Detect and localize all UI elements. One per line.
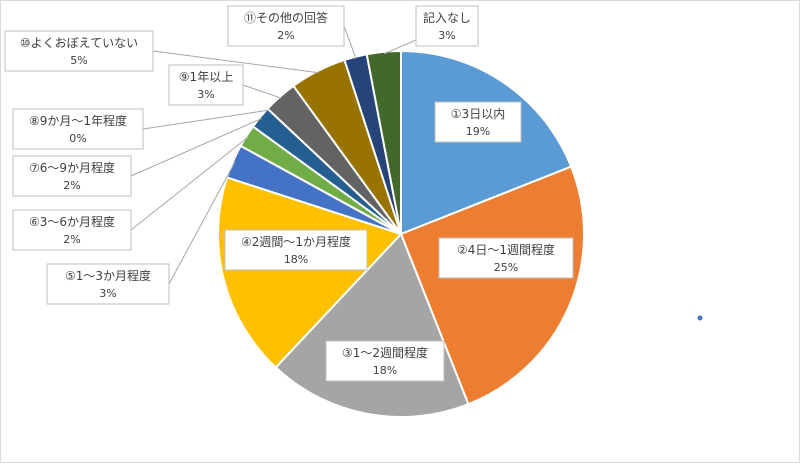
data-label-box	[227, 5, 345, 47]
data-label-category: ⑪その他の回答	[244, 10, 328, 25]
data-label-box	[12, 108, 144, 150]
data-label-percent: 0%	[69, 132, 86, 145]
data-label: ⑥3～6か月程度 2%	[12, 209, 132, 251]
leader-line	[142, 109, 270, 130]
data-label-box	[434, 101, 522, 143]
data-label-category: ③1～2週間程度	[342, 345, 428, 360]
data-label-percent: 5%	[70, 54, 87, 67]
data-label-category: ⑤1～3か月程度	[65, 268, 151, 283]
data-label-box	[168, 64, 244, 106]
leader-line	[130, 136, 249, 231]
data-label-box	[46, 263, 170, 305]
data-label: ⑩よくおぼえていない 5%	[4, 30, 154, 72]
data-label: 記入なし 3%	[415, 5, 479, 47]
data-label: ③1～2週間程度 18%	[325, 340, 445, 382]
data-label-category: ⑨1年以上	[179, 70, 233, 84]
data-label-category: 記入なし	[423, 10, 471, 25]
data-label: ⑧9か月～1年程度 0%	[12, 108, 144, 150]
data-label: ⑦6～9か月程度 2%	[12, 155, 132, 197]
data-label-box	[224, 229, 368, 271]
data-label: ②4日～1週間程度 25%	[438, 237, 574, 279]
data-label-box	[438, 237, 574, 279]
data-label: ⑪その他の回答 2%	[227, 5, 345, 47]
leader-line	[343, 25, 357, 59]
data-label-box	[4, 30, 154, 72]
data-label-category: ⑧9か月～1年程度	[29, 113, 127, 128]
data-label-category: ⑥3～6か月程度	[29, 214, 115, 229]
data-label-percent: 2%	[63, 179, 80, 192]
pie-slice	[217, 176, 402, 369]
data-labels: ①3日以内19%②4日～1週間程度25%③1～2週間程度18%④2週間～1か月程…	[4, 5, 574, 382]
data-label: ⑤1～3か月程度 3%	[46, 263, 170, 305]
data-label-percent: 25%	[494, 261, 518, 274]
data-label: ①3日以内 19%	[434, 101, 522, 143]
data-label-percent: 18%	[284, 253, 308, 266]
leader-lines	[130, 25, 417, 285]
data-label-percent: 2%	[277, 29, 294, 42]
data-label-category: ④2週間～1か月程度	[241, 234, 351, 249]
data-label-percent: 18%	[373, 364, 397, 377]
data-label-percent: 19%	[466, 125, 490, 138]
stray-dot	[697, 315, 703, 321]
data-label: ⑨1年以上 3%	[168, 64, 244, 106]
data-label-box	[12, 155, 132, 197]
leader-line	[168, 161, 236, 285]
data-label-percent: 3%	[438, 29, 455, 42]
leader-line	[130, 118, 262, 177]
data-label-percent: 3%	[197, 88, 214, 101]
data-label-percent: 2%	[63, 233, 80, 246]
pie-slice	[400, 165, 585, 406]
data-label-box	[415, 5, 479, 47]
pie-slice	[365, 50, 402, 235]
data-label-category: ①3日以内	[451, 107, 505, 121]
data-label-category: ②4日～1週間程度	[457, 242, 555, 257]
data-label-box	[325, 340, 445, 382]
leader-line	[383, 39, 417, 55]
data-label-box	[12, 209, 132, 251]
data-label: ④2週間～1か月程度 18%	[224, 229, 368, 271]
data-label-percent: 3%	[99, 287, 116, 300]
leader-line	[152, 50, 319, 74]
data-label-category: ⑦6～9か月程度	[29, 160, 115, 175]
leader-line	[242, 84, 282, 99]
data-label-category: ⑩よくおぼえていない	[20, 36, 138, 50]
